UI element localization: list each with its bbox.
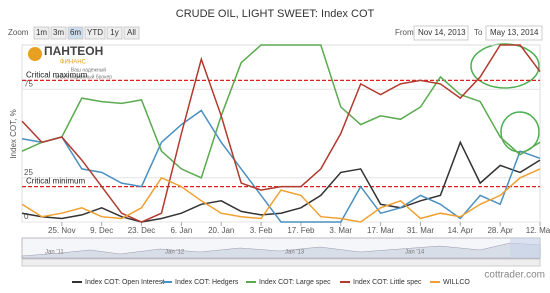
navigator-label: Jan '12 [165, 250, 185, 256]
zoom-button[interactable] [67, 26, 84, 40]
legend-label[interactable]: Index COT: Hedgers [175, 279, 239, 286]
watermark: cottrader.com [484, 270, 545, 281]
to-date: May 13, 2014 [490, 28, 539, 37]
series-line [21, 140, 541, 223]
navigator-label: Jan '14 [405, 250, 425, 256]
x-tick-label: 9. Dec [90, 226, 113, 235]
x-tick-label: 20. Jan [208, 226, 234, 235]
legend-label[interactable]: Index COT: Little spec [353, 279, 422, 286]
series-line [21, 44, 541, 223]
zoom-button[interactable] [84, 26, 106, 40]
logo-subtitle: ФИНАНС [60, 60, 87, 66]
navigator-label: Jan '13 [285, 250, 305, 256]
from-date: Nov 14, 2013 [418, 28, 466, 37]
x-tick-label: 12. May [526, 226, 550, 235]
x-tick-label: 17. Mar [367, 226, 394, 235]
logo-title: ПАНТЕОН [44, 44, 103, 58]
legend-label[interactable]: Index COT: Large spec [259, 279, 331, 286]
legend-label[interactable]: Index COT: Open Interest [85, 279, 164, 286]
navigator-label: Jan '11 [45, 250, 64, 256]
zoom-button[interactable] [123, 26, 140, 40]
zoom-button[interactable] [106, 26, 123, 40]
y-tick-label: 75 [24, 79, 33, 88]
series-line [21, 109, 541, 223]
zoom-button[interactable] [50, 26, 67, 40]
logo-icon [28, 47, 42, 61]
from-label: From [395, 28, 414, 37]
to-input[interactable] [485, 25, 543, 41]
y-axis-label: Index COT, % [9, 109, 18, 158]
y-tick-label: 0 [24, 212, 29, 221]
x-tick-label: 17. Feb [287, 226, 315, 235]
zoom-label: Zoom [8, 28, 29, 37]
x-tick-label: 3. Mar [329, 226, 352, 235]
threshold-label: Critical maximum [26, 71, 88, 80]
zoom-button-label: 3m [53, 28, 64, 37]
series-line [21, 168, 541, 223]
zoom-button-label: All [127, 28, 136, 37]
series-line [21, 44, 541, 179]
chart-title: CRUDE OIL, LIGHT SWEET: Index COT [176, 8, 375, 20]
zoom-button-label: 1y [110, 28, 118, 37]
scrollbar[interactable] [21, 258, 541, 267]
x-tick-label: 3. Feb [250, 226, 273, 235]
highlight-circle [470, 43, 540, 89]
from-input[interactable] [413, 25, 469, 41]
x-tick-label: 6. Jan [170, 226, 192, 235]
zoom-button-label: 6m [70, 28, 81, 37]
logo-tagline: инвестиционный брокер [56, 73, 113, 80]
x-tick-label: 31. Mar [407, 226, 434, 235]
logo-tagline: Ваш надежный [71, 66, 106, 73]
logo: ПАНТЕОН ФИНАНС Ваш надежный инвестиционн… [28, 44, 112, 80]
y-tick-label: 25 [24, 168, 33, 177]
x-tick-label: 25. Nov [48, 226, 76, 235]
x-tick-label: 23. Dec [128, 226, 156, 235]
x-tick-label: 28. Apr [487, 226, 513, 235]
zoom-button-label: 1m [36, 28, 47, 37]
to-label: To [474, 28, 483, 37]
zoom-button[interactable] [33, 26, 50, 40]
threshold-label: Critical minimum [26, 177, 85, 186]
zoom-button-label: YTD [87, 28, 103, 37]
navigator-selection[interactable] [510, 238, 540, 258]
legend-label[interactable]: WILLCO [443, 279, 470, 286]
x-tick-label: 14. Apr [448, 226, 474, 235]
